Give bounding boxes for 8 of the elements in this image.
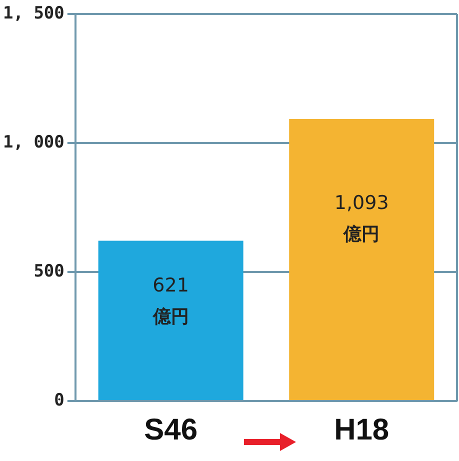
data-label: 621 億円 (152, 274, 189, 328)
y-tick-label: 1, 500 (2, 3, 64, 24)
y-tick-label: 500 (34, 261, 64, 282)
x-tick-label: H18 (334, 413, 390, 446)
y-tick-label: 1, 000 (2, 132, 64, 152)
y-tick-label: 0 (54, 390, 64, 410)
data-label: 1,093 億円 (334, 192, 389, 245)
x-tick-label: S46 (144, 413, 198, 446)
